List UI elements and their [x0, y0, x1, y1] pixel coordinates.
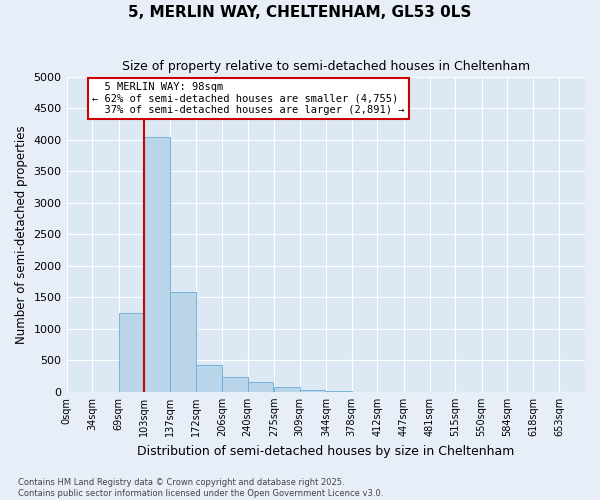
Bar: [248, 382, 274, 392]
Bar: [196, 364, 222, 392]
Bar: [119, 313, 144, 392]
X-axis label: Distribution of semi-detached houses by size in Cheltenham: Distribution of semi-detached houses by …: [137, 444, 514, 458]
Text: 5 MERLIN WAY: 98sqm
← 62% of semi-detached houses are smaller (4,755)
  37% of s: 5 MERLIN WAY: 98sqm ← 62% of semi-detach…: [92, 82, 405, 115]
Bar: [300, 390, 325, 392]
Bar: [274, 387, 300, 392]
Bar: [170, 292, 196, 392]
Bar: [144, 137, 170, 392]
Y-axis label: Number of semi-detached properties: Number of semi-detached properties: [15, 125, 28, 344]
Bar: [222, 376, 248, 392]
Text: Contains HM Land Registry data © Crown copyright and database right 2025.
Contai: Contains HM Land Registry data © Crown c…: [18, 478, 383, 498]
Title: Size of property relative to semi-detached houses in Cheltenham: Size of property relative to semi-detach…: [122, 60, 530, 73]
Text: 5, MERLIN WAY, CHELTENHAM, GL53 0LS: 5, MERLIN WAY, CHELTENHAM, GL53 0LS: [128, 5, 472, 20]
